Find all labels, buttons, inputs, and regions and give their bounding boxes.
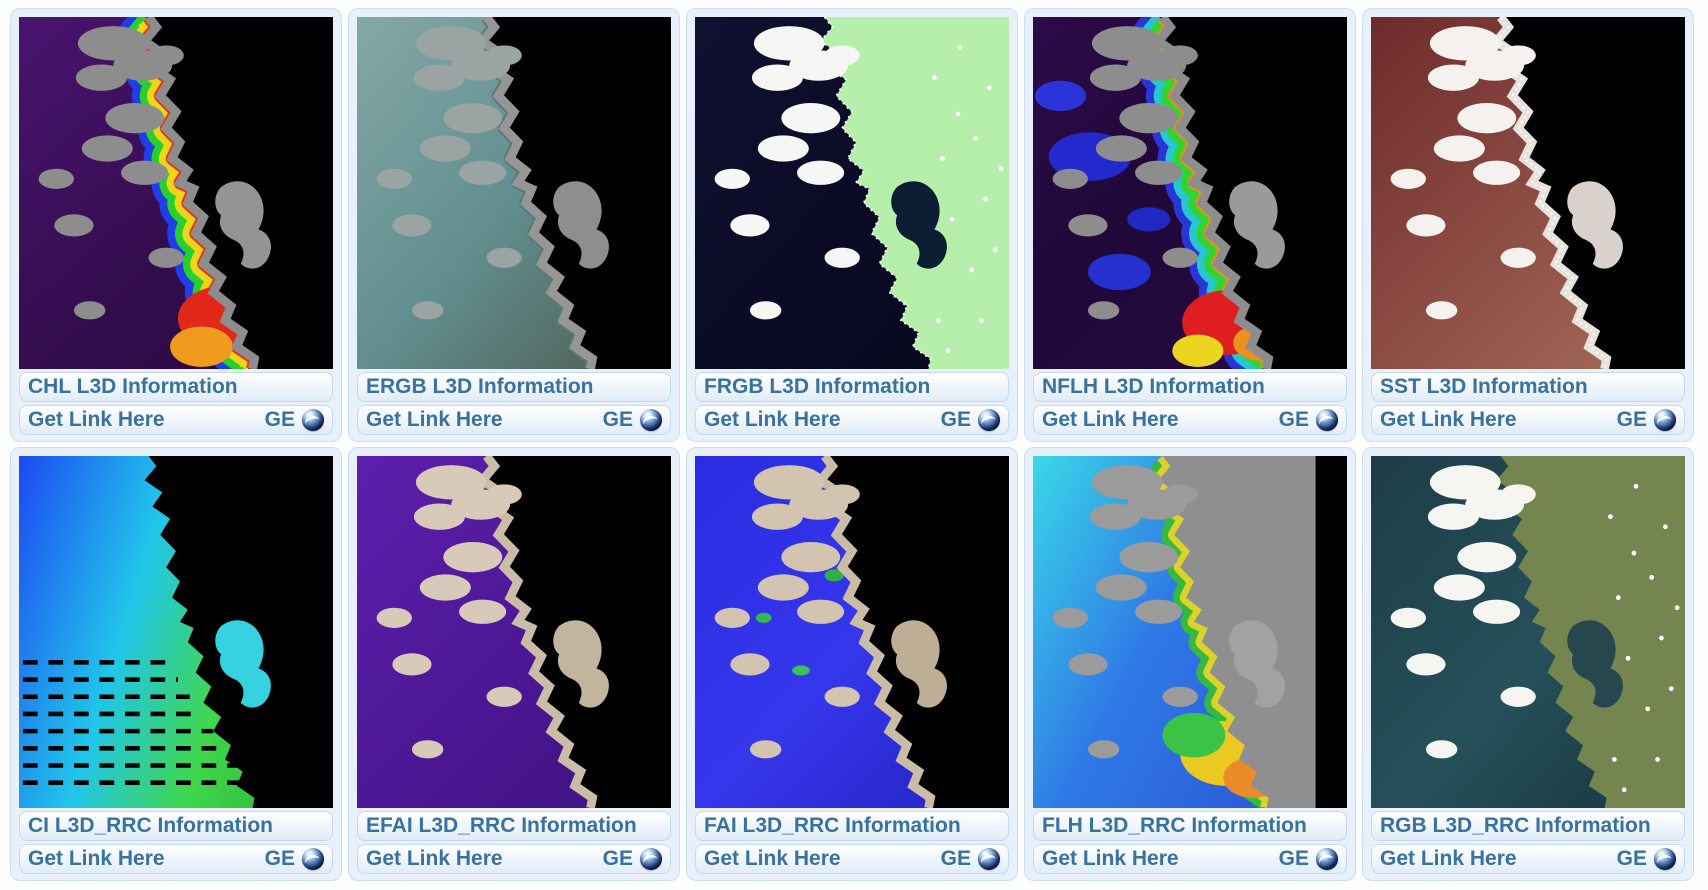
get-link-bar: Get Link Here GE — [19, 844, 333, 874]
product-info-link-bar: ERGB L3D Information — [357, 372, 671, 402]
get-link-here-link[interactable]: Get Link Here — [1380, 408, 1517, 431]
satellite-image[interactable] — [357, 17, 671, 369]
ge-link[interactable]: GE — [264, 847, 295, 870]
ge-link[interactable]: GE — [1278, 847, 1309, 870]
satellite-image[interactable] — [357, 456, 671, 808]
product-info-link[interactable]: SST L3D Information — [1380, 375, 1588, 398]
product-info-link-bar: NFLH L3D Information — [1033, 372, 1347, 402]
product-info-link[interactable]: FLH L3D_RRC Information — [1042, 814, 1307, 837]
google-earth-globe-icon[interactable] — [640, 409, 662, 431]
satellite-image[interactable] — [695, 17, 1009, 369]
product-info-link-bar: FAI L3D_RRC Information — [695, 811, 1009, 841]
product-info-link[interactable]: FAI L3D_RRC Information — [704, 814, 961, 837]
get-link-here-link[interactable]: Get Link Here — [704, 408, 841, 431]
product-info-link-bar: RGB L3D_RRC Information — [1371, 811, 1685, 841]
product-card: SST L3D Information Get Link Here GE — [1362, 8, 1694, 442]
google-earth-globe-icon[interactable] — [640, 848, 662, 870]
product-info-link-bar: CHL L3D Information — [19, 372, 333, 402]
google-earth-links: GE — [1617, 847, 1676, 871]
google-earth-globe-icon[interactable] — [302, 848, 324, 870]
product-card: FLH L3D_RRC Information Get Link Here GE — [1024, 447, 1356, 881]
google-earth-links: GE — [265, 408, 324, 432]
product-info-link-bar: FRGB L3D Information — [695, 372, 1009, 402]
google-earth-links: GE — [1279, 847, 1338, 871]
product-info-link[interactable]: NFLH L3D Information — [1042, 375, 1265, 398]
get-link-here-link[interactable]: Get Link Here — [1042, 847, 1179, 870]
get-link-bar: Get Link Here GE — [19, 405, 333, 435]
get-link-here-link[interactable]: Get Link Here — [28, 408, 165, 431]
google-earth-links: GE — [941, 847, 1000, 871]
product-info-link-bar: SST L3D Information — [1371, 372, 1685, 402]
get-link-bar: Get Link Here GE — [357, 405, 671, 435]
product-info-link[interactable]: ERGB L3D Information — [366, 375, 594, 398]
product-info-link-bar: EFAI L3D_RRC Information — [357, 811, 671, 841]
get-link-bar: Get Link Here GE — [695, 405, 1009, 435]
product-info-link[interactable]: CHL L3D Information — [28, 375, 238, 398]
google-earth-globe-icon[interactable] — [302, 409, 324, 431]
google-earth-globe-icon[interactable] — [1654, 848, 1676, 870]
ge-link[interactable]: GE — [264, 408, 295, 431]
product-info-link[interactable]: CI L3D_RRC Information — [28, 814, 274, 837]
google-earth-globe-icon[interactable] — [978, 848, 1000, 870]
get-link-bar: Get Link Here GE — [1033, 844, 1347, 874]
get-link-bar: Get Link Here GE — [357, 844, 671, 874]
get-link-here-link[interactable]: Get Link Here — [28, 847, 165, 870]
satellite-image[interactable] — [19, 456, 333, 808]
google-earth-globe-icon[interactable] — [978, 409, 1000, 431]
ge-link[interactable]: GE — [940, 408, 971, 431]
satellite-image[interactable] — [19, 17, 333, 369]
product-info-link[interactable]: FRGB L3D Information — [704, 375, 931, 398]
google-earth-globe-icon[interactable] — [1654, 409, 1676, 431]
product-info-link[interactable]: EFAI L3D_RRC Information — [366, 814, 637, 837]
satellite-image[interactable] — [1033, 17, 1347, 369]
satellite-image[interactable] — [695, 456, 1009, 808]
satellite-image[interactable] — [1371, 17, 1685, 369]
product-card: FAI L3D_RRC Information Get Link Here GE — [686, 447, 1018, 881]
get-link-bar: Get Link Here GE — [1371, 844, 1685, 874]
google-earth-globe-icon[interactable] — [1316, 848, 1338, 870]
satellite-image[interactable] — [1033, 456, 1347, 808]
product-card: FRGB L3D Information Get Link Here GE — [686, 8, 1018, 442]
get-link-here-link[interactable]: Get Link Here — [1042, 408, 1179, 431]
google-earth-links: GE — [603, 847, 662, 871]
product-card: ERGB L3D Information Get Link Here GE — [348, 8, 680, 442]
product-card: CI L3D_RRC Information Get Link Here GE — [10, 447, 342, 881]
ge-link[interactable]: GE — [602, 847, 633, 870]
product-card: RGB L3D_RRC Information Get Link Here GE — [1362, 447, 1694, 881]
product-info-link-bar: FLH L3D_RRC Information — [1033, 811, 1347, 841]
get-link-bar: Get Link Here GE — [695, 844, 1009, 874]
google-earth-links: GE — [1279, 408, 1338, 432]
get-link-bar: Get Link Here GE — [1033, 405, 1347, 435]
ge-link[interactable]: GE — [940, 847, 971, 870]
google-earth-globe-icon[interactable] — [1316, 409, 1338, 431]
google-earth-links: GE — [1617, 408, 1676, 432]
product-info-link[interactable]: RGB L3D_RRC Information — [1380, 814, 1651, 837]
satellite-image[interactable] — [1371, 456, 1685, 808]
google-earth-links: GE — [265, 847, 324, 871]
product-card: NFLH L3D Information Get Link Here GE — [1024, 8, 1356, 442]
product-card: CHL L3D Information Get Link Here GE — [10, 8, 342, 442]
product-info-link-bar: CI L3D_RRC Information — [19, 811, 333, 841]
get-link-here-link[interactable]: Get Link Here — [366, 847, 503, 870]
ge-link[interactable]: GE — [1616, 408, 1647, 431]
get-link-here-link[interactable]: Get Link Here — [704, 847, 841, 870]
ge-link[interactable]: GE — [602, 408, 633, 431]
get-link-bar: Get Link Here GE — [1371, 405, 1685, 435]
google-earth-links: GE — [941, 408, 1000, 432]
google-earth-links: GE — [603, 408, 662, 432]
get-link-here-link[interactable]: Get Link Here — [1380, 847, 1517, 870]
get-link-here-link[interactable]: Get Link Here — [366, 408, 503, 431]
ge-link[interactable]: GE — [1278, 408, 1309, 431]
ge-link[interactable]: GE — [1616, 847, 1647, 870]
product-card: EFAI L3D_RRC Information Get Link Here G… — [348, 447, 680, 881]
